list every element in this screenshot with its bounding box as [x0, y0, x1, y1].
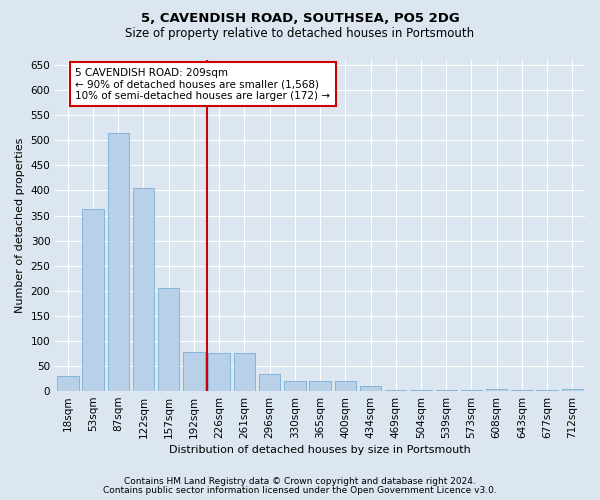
Bar: [208, 354, 230, 391]
Text: 5 CAVENDISH ROAD: 209sqm
← 90% of detached houses are smaller (1,568)
10% of sem: 5 CAVENDISH ROAD: 209sqm ← 90% of detach…: [76, 68, 331, 100]
Bar: [133, 188, 154, 391]
Text: Contains public sector information licensed under the Open Government Licence v3: Contains public sector information licen…: [103, 486, 497, 495]
Bar: [158, 288, 179, 391]
X-axis label: Distribution of detached houses by size in Portsmouth: Distribution of detached houses by size …: [169, 445, 471, 455]
Bar: [82, 210, 104, 391]
Bar: [233, 354, 255, 391]
Text: Contains HM Land Registry data © Crown copyright and database right 2024.: Contains HM Land Registry data © Crown c…: [124, 477, 476, 486]
Bar: [536, 390, 558, 391]
Y-axis label: Number of detached properties: Number of detached properties: [15, 138, 25, 313]
Bar: [511, 390, 533, 391]
Bar: [410, 390, 432, 391]
Bar: [107, 132, 129, 391]
Bar: [57, 376, 79, 391]
Bar: [461, 390, 482, 391]
Text: 5, CAVENDISH ROAD, SOUTHSEA, PO5 2DG: 5, CAVENDISH ROAD, SOUTHSEA, PO5 2DG: [140, 12, 460, 26]
Bar: [183, 352, 205, 391]
Bar: [259, 374, 280, 391]
Bar: [562, 388, 583, 391]
Bar: [436, 390, 457, 391]
Text: Size of property relative to detached houses in Portsmouth: Size of property relative to detached ho…: [125, 28, 475, 40]
Bar: [360, 386, 381, 391]
Bar: [310, 381, 331, 391]
Bar: [385, 390, 406, 391]
Bar: [335, 381, 356, 391]
Bar: [284, 381, 305, 391]
Bar: [486, 388, 508, 391]
